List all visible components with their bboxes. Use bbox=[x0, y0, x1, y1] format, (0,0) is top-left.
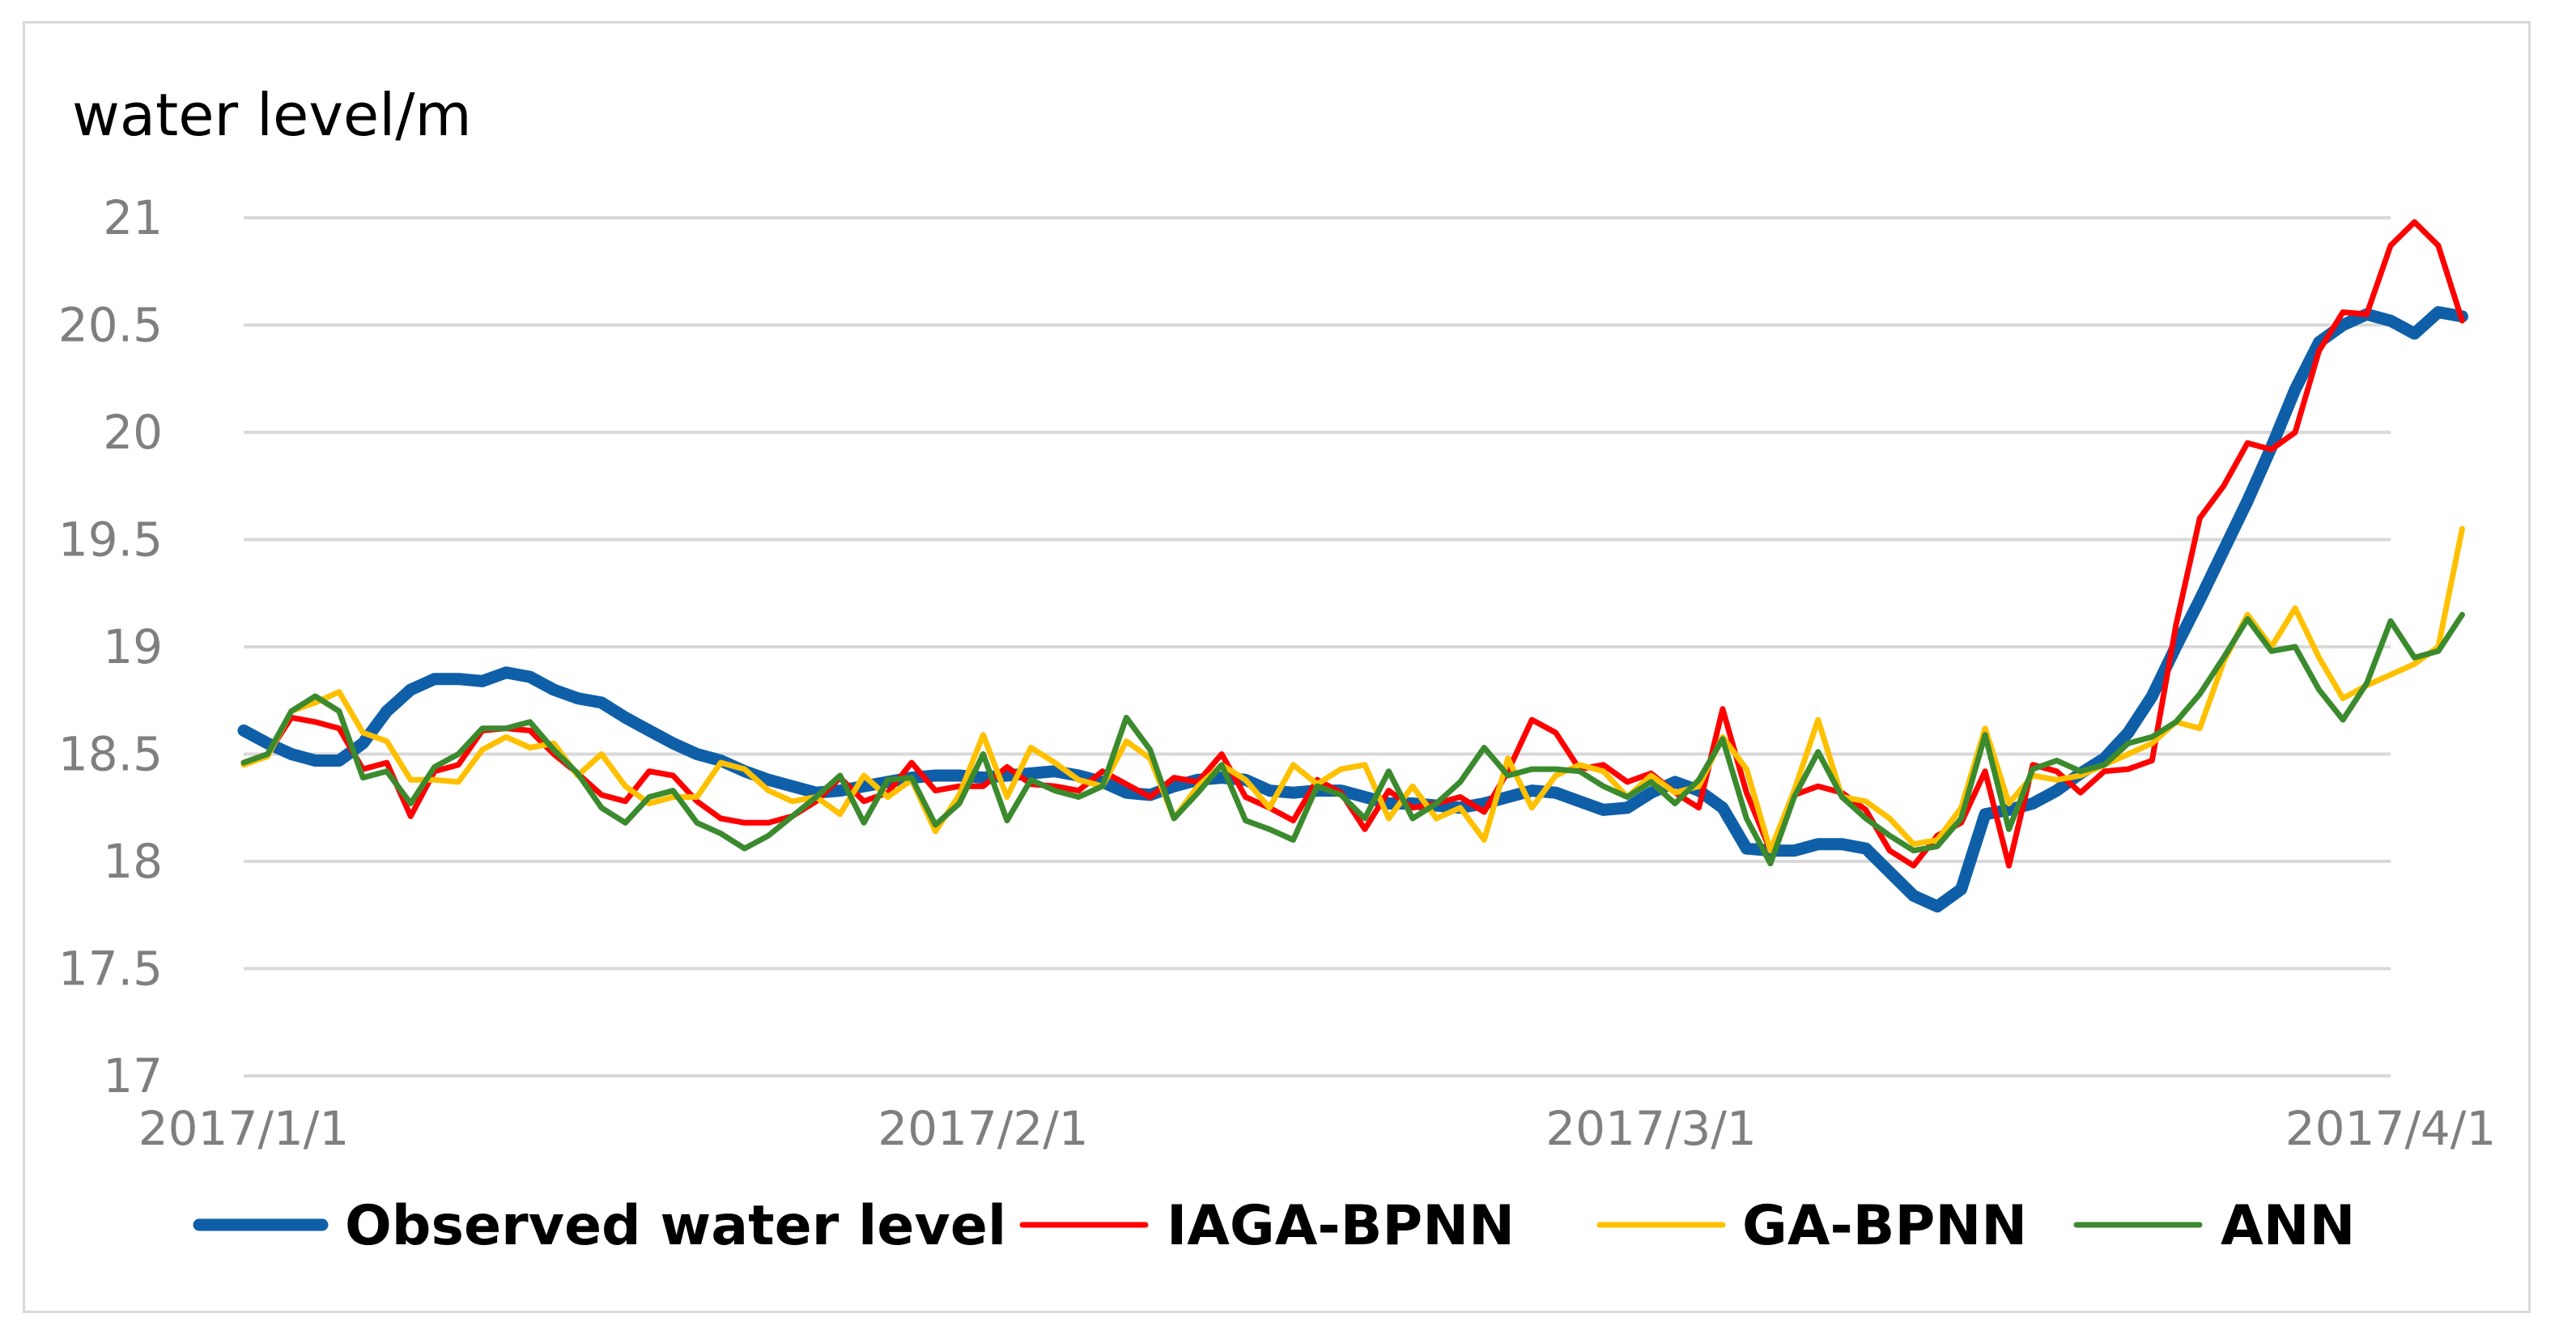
series-line-ann bbox=[240, 611, 2465, 867]
legend-label: IAGA-BPNN bbox=[1167, 1194, 1515, 1258]
y-tick-label: 18 bbox=[103, 834, 163, 889]
series-line-ga-bpnn bbox=[240, 525, 2465, 854]
y-tick-label: 19 bbox=[103, 619, 163, 674]
x-tick-label: 2017/3/1 bbox=[1545, 1101, 1757, 1156]
x-axis-ticks: 2017/1/1 2017/2/1 2017/3/1 2017/4/1 bbox=[138, 1101, 2497, 1156]
series-layer bbox=[237, 219, 2468, 913]
line-chart: water level/m 17 17.5 18 18.5 19 19.5 20 20.5 21… bbox=[58, 81, 2497, 1258]
legend-label: Observed water level bbox=[345, 1194, 1006, 1258]
series-line-observed-water-level bbox=[237, 306, 2468, 913]
y-tick-label: 20.5 bbox=[58, 298, 163, 353]
y-tick-label: 19.5 bbox=[58, 512, 163, 567]
y-axis-ticks: 17 17.5 18 18.5 19 19.5 20 20.5 21 bbox=[58, 190, 163, 1103]
x-tick-label: 2017/4/1 bbox=[2285, 1101, 2497, 1156]
legend-label: GA-BPNN bbox=[1742, 1194, 2027, 1258]
chart-frame: water level/m 17 17.5 18 18.5 19 19.5 20 20.5 21… bbox=[23, 21, 2531, 1313]
series-line-iaga-bpnn bbox=[240, 219, 2465, 869]
y-tick-label: 17 bbox=[103, 1048, 163, 1103]
legend: Observed water level IAGA-BPNN GA-BPNN ANN bbox=[193, 1194, 2355, 1258]
y-tick-label: 20 bbox=[103, 405, 163, 460]
y-tick-label: 21 bbox=[103, 190, 163, 245]
gridlines bbox=[244, 216, 2391, 1078]
legend-label: ANN bbox=[2221, 1194, 2355, 1258]
x-tick-label: 2017/1/1 bbox=[138, 1101, 350, 1156]
y-tick-label: 17.5 bbox=[58, 942, 163, 997]
y-axis-title: water level/m bbox=[72, 81, 472, 149]
y-tick-label: 18.5 bbox=[58, 727, 163, 782]
x-tick-label: 2017/2/1 bbox=[878, 1101, 1089, 1156]
